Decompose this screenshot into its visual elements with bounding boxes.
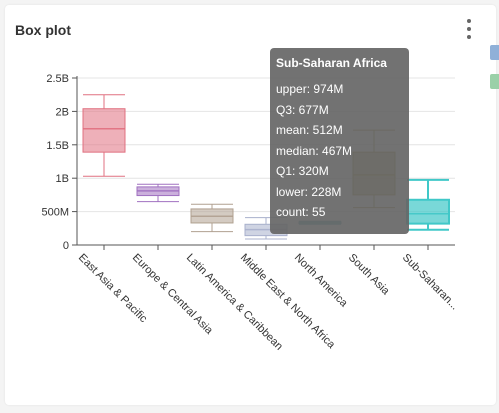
box-body bbox=[82, 108, 126, 153]
tooltip-row-mean: mean: 512M bbox=[276, 123, 343, 137]
y-tick-label: 2.5B bbox=[46, 73, 69, 85]
chart-tooltip: Sub-Saharan Africa upper: 974M Q3: 677M … bbox=[270, 48, 409, 234]
y-tick-label: 0 bbox=[63, 240, 69, 252]
menu-dot bbox=[467, 35, 471, 39]
menu-dot bbox=[467, 19, 471, 23]
tooltip-row-lower: lower: 228M bbox=[276, 184, 342, 199]
box-body bbox=[406, 198, 450, 225]
y-tick-label: 500M bbox=[41, 207, 69, 219]
y-tick-label: 1B bbox=[56, 173, 69, 185]
x-category-label: North America bbox=[292, 252, 350, 310]
chart-title: Box plot bbox=[15, 22, 71, 38]
y-tick-label: 2B bbox=[56, 106, 69, 118]
tooltip-row-q1: Q1: 320M bbox=[276, 164, 329, 178]
legend-swatch-edge bbox=[490, 74, 499, 89]
legend-swatch-edge bbox=[490, 45, 499, 60]
tooltip-row-upper: upper: 974M bbox=[276, 82, 344, 96]
tooltip-row-q3: Q3: 677M bbox=[276, 102, 329, 117]
tooltip-row-count: count: 55 bbox=[276, 205, 326, 219]
menu-dot bbox=[467, 27, 471, 31]
tooltip-row-median: median: 467M bbox=[276, 143, 353, 158]
x-category-label: Latin America & Caribbean bbox=[184, 252, 285, 353]
y-tick-label: 1.5B bbox=[46, 140, 69, 152]
tooltip-title: Sub-Saharan Africa bbox=[276, 56, 387, 70]
kebab-menu-icon[interactable] bbox=[462, 18, 476, 40]
x-category-label: Middle East & North Africa bbox=[238, 252, 338, 352]
x-category-label: Sub-Saharan... bbox=[400, 252, 461, 313]
x-category-label: South Asia bbox=[346, 252, 392, 298]
